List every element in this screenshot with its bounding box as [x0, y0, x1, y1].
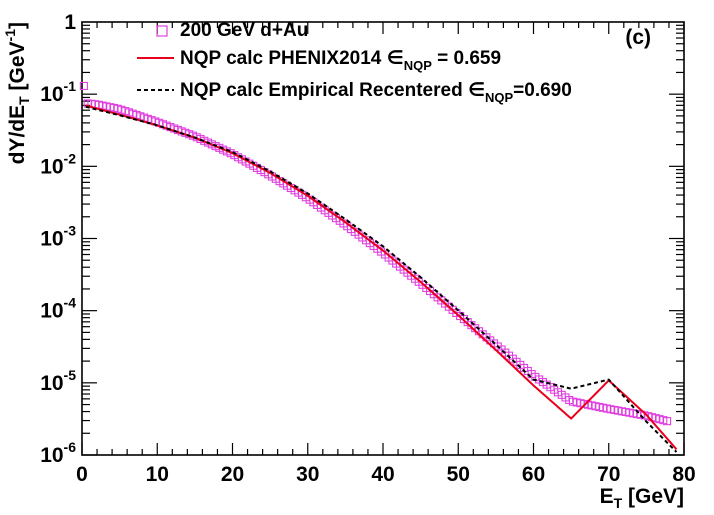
x-tick-label: 0 — [76, 463, 88, 486]
y-tick-base: 10 — [40, 444, 63, 467]
y-tick-base: 1 — [64, 11, 76, 34]
x-tick-label: 50 — [447, 463, 470, 486]
y-tick-label: 10-6 — [40, 439, 76, 467]
legend-marker-data — [156, 25, 168, 37]
y-title-sup: -1 — [2, 29, 18, 42]
panel-label: (c) — [625, 26, 651, 49]
series-empirical — [85, 105, 678, 453]
y-title-mid: [GeV — [6, 41, 29, 96]
y-title-sub: T — [16, 96, 32, 105]
legend-label-empirical: NQP calc Empirical Recentered ∈NQP=0.690 — [180, 80, 572, 105]
y-tick-label: 10-3 — [40, 223, 76, 251]
y-tick-exponent: -2 — [64, 150, 77, 166]
y-tick-exponent: -1 — [64, 78, 77, 94]
legend-text-sub: NQP — [404, 58, 433, 73]
y-tick-label: 10-1 — [40, 78, 76, 106]
data-point-marker — [663, 417, 672, 426]
y-tick-base: 10 — [40, 228, 63, 251]
y-tick-label: 10-5 — [40, 367, 76, 395]
data-point-marker — [79, 81, 88, 90]
y-tick-label: 1 — [64, 11, 76, 34]
y-title-pre: dY/dE — [6, 105, 29, 165]
x-title-sub: T — [614, 495, 623, 511]
y-tick-exponent: -4 — [64, 295, 77, 311]
legend-text-tail: = 0.659 — [432, 48, 501, 69]
y-tick-base: 10 — [40, 300, 63, 323]
y-tick-exponent: -3 — [64, 223, 77, 239]
y-tick-exponent: -6 — [64, 439, 77, 455]
x-axis-title: ET [GeV] — [600, 485, 684, 511]
x-title-main: E — [600, 485, 614, 508]
series-phenix — [85, 104, 678, 450]
y-tick-base: 10 — [40, 83, 63, 106]
legend-text-sub: NQP — [485, 90, 514, 105]
x-tick-label: 30 — [296, 463, 319, 486]
series-layer — [79, 81, 678, 453]
y-tick-label: 10-2 — [40, 150, 76, 178]
y-tick-label: 10-4 — [40, 295, 76, 323]
legend-label-data: 200 GeV d+Au — [180, 20, 308, 41]
axis-ticks — [81, 22, 685, 456]
y-axis-title: dY/dET [GeV-1] — [2, 22, 32, 164]
legend-text-main: NQP calc PHENIX2014 ∈ — [180, 48, 404, 69]
x-tick-label: 80 — [672, 463, 695, 486]
y-tick-exponent: -5 — [64, 367, 77, 383]
x-tick-label: 70 — [597, 463, 620, 486]
legend-text-tail: =0.690 — [513, 80, 572, 101]
legend-label-phenix: NQP calc PHENIX2014 ∈NQP = 0.659 — [180, 48, 501, 73]
y-tick-base: 10 — [40, 155, 63, 178]
series-data — [79, 81, 672, 426]
series-line-empirical — [85, 105, 678, 453]
x-tick-label: 40 — [371, 463, 394, 486]
legend-text-main: NQP calc Empirical Recentered ∈ — [180, 80, 485, 101]
y-title-post: ] — [6, 22, 29, 29]
legend-text-main: 200 GeV d+Au — [180, 20, 308, 41]
x-tick-label: 60 — [522, 463, 545, 486]
x-tick-label: 10 — [146, 463, 169, 486]
series-line-phenix — [85, 104, 678, 450]
x-title-rest: [GeV] — [622, 485, 684, 508]
axis-labels: 0 10 20 30 40 50 60 70 80110-110-210-310-410-510… — [2, 11, 696, 511]
x-tick-label: 20 — [221, 463, 244, 486]
y-tick-base: 10 — [40, 372, 63, 395]
